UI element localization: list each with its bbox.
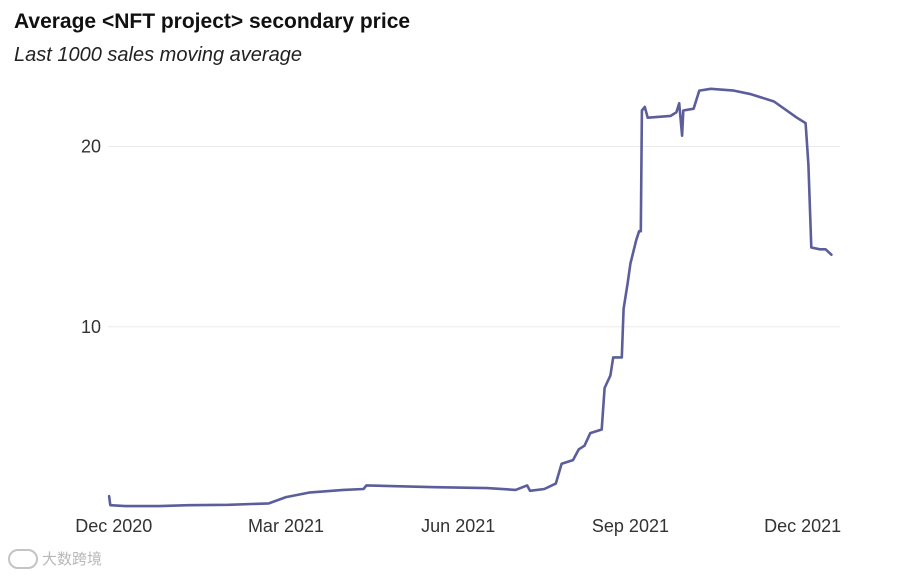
y-tick-label: 10 [81,317,101,337]
chart-title: Average <NFT project> secondary price [14,10,411,33]
y-axis-tick-labels: 10 20 [81,137,101,337]
watermark-text: 大数跨境 [42,550,103,568]
y-tick-label: 20 [81,137,101,157]
x-tick-label: Mar 2021 [248,516,324,536]
x-tick-label: Dec 2021 [764,516,841,536]
x-tick-label: Jun 2021 [421,516,495,536]
x-axis-tick-labels: Dec 2020 Mar 2021 Jun 2021 Sep 2021 Dec 2021 [75,516,841,536]
gridlines [108,146,840,328]
chart-subtitle: Last 1000 sales moving average [14,44,302,66]
series-line-0 [107,87,833,508]
x-tick-label: Sep 2021 [592,516,669,536]
chat-bubble-logo-icon [8,548,38,569]
x-tick-label: Dec 2020 [75,516,152,536]
watermark: 大数跨境 [8,548,102,569]
series-layer [107,87,833,508]
